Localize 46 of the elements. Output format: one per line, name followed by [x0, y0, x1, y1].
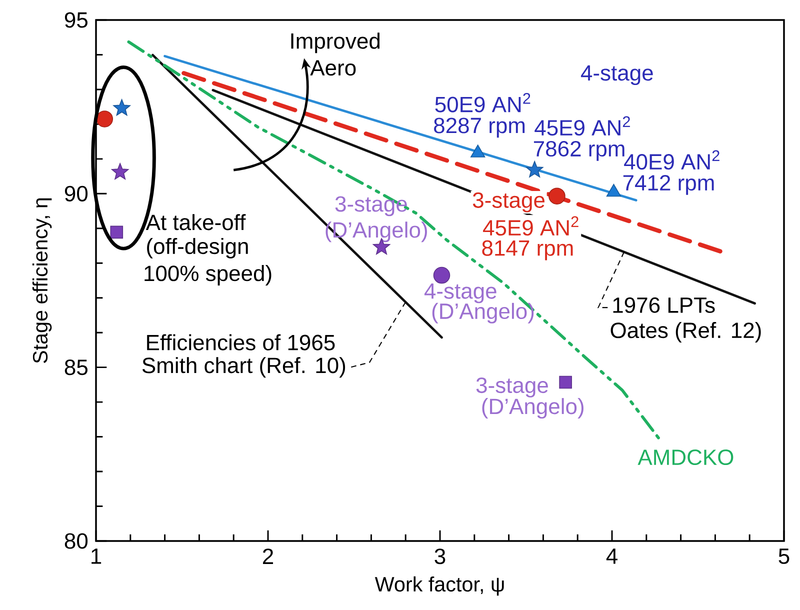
- annotation: 100% speed): [144, 265, 272, 286]
- x-tick-label: 3: [434, 548, 446, 564]
- x-axis-title: Work factor, ψ: [374, 576, 504, 596]
- annotation: Aero: [310, 60, 356, 76]
- annotation: 4-stage: [424, 283, 496, 304]
- annotation: (D’Angelo): [432, 302, 534, 324]
- annotation: AMDCKO: [638, 449, 734, 466]
- point: [113, 99, 130, 116]
- annotation: 8147 rpm: [482, 240, 573, 260]
- annotation: 3-stage: [472, 192, 544, 212]
- annotation: 4-stage: [580, 65, 653, 86]
- annotation: Oates (Ref. 12): [610, 322, 761, 342]
- annotation: Efficiencies of 1965: [147, 334, 335, 350]
- point: [559, 376, 572, 389]
- y-tick-label: 80: [64, 533, 88, 549]
- annotation: 40E9 AN$^{2}$: [624, 150, 720, 170]
- annotation: 45E9 AN$^{2}$: [534, 116, 630, 136]
- point: [606, 184, 622, 197]
- point: [470, 144, 486, 158]
- x-tick-label: 4: [606, 548, 618, 564]
- annotation: 3-stage: [335, 196, 407, 216]
- point: [96, 110, 114, 128]
- annotation: 50E9 AN$^{2}$: [435, 92, 530, 112]
- annotation: 1976 LPTs: [613, 297, 715, 313]
- annotation: 7862 rpm: [534, 140, 624, 161]
- annotation: 8287 rpm: [434, 118, 525, 138]
- annotation: At take-off: [146, 214, 246, 230]
- point: [111, 163, 129, 180]
- point: [110, 226, 124, 239]
- point: [526, 160, 544, 178]
- annotation: (D’Angelo): [482, 398, 584, 419]
- y-tick-label: 85: [64, 360, 88, 376]
- annotation: 7412 rpm: [623, 175, 714, 195]
- annotation: Smith chart (Ref. 10): [142, 357, 346, 378]
- x-tick-label: 1: [92, 548, 102, 564]
- annotation: (off-design: [147, 238, 248, 258]
- y-axis-title: Stage efficiency, η: [32, 198, 52, 364]
- annotation: 45E9 AN$^{2}$: [483, 216, 578, 236]
- annotation: 3-stage: [476, 377, 548, 398]
- annotation: Improved: [291, 32, 380, 54]
- y-tick-label: 90: [64, 186, 88, 202]
- x-tick-label: 5: [778, 548, 790, 564]
- point: [548, 188, 566, 204]
- x-tick-label: 2: [262, 548, 274, 564]
- point: [433, 266, 450, 284]
- y-tick-label: 95: [64, 12, 88, 28]
